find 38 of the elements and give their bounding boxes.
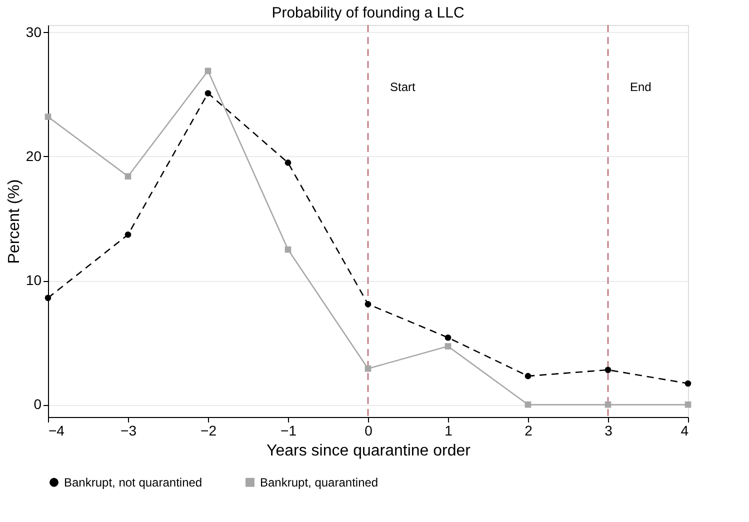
point xyxy=(444,334,452,341)
x-tick-label: −3 xyxy=(120,422,137,438)
point xyxy=(124,231,132,238)
legend-label: Bankrupt, not quarantined xyxy=(64,475,202,490)
y-tick-label: 10 xyxy=(26,272,42,288)
y-tick-label: 30 xyxy=(26,24,42,40)
point xyxy=(44,114,52,120)
point xyxy=(604,401,612,408)
point xyxy=(284,160,292,166)
x-tick-label: 3 xyxy=(604,422,613,438)
x-tick-label: 1 xyxy=(444,422,453,438)
x-tick-label: −4 xyxy=(48,422,65,438)
point xyxy=(684,380,692,387)
legend-label: Bankrupt, quarantined xyxy=(260,475,378,490)
x-tick-label: 0 xyxy=(364,422,373,438)
x-tick-label: 4 xyxy=(680,422,689,438)
x-tick-label: −2 xyxy=(200,422,217,438)
point xyxy=(284,246,292,253)
point xyxy=(524,372,532,380)
x-axis-title: Years since quarantine order xyxy=(266,442,472,460)
chart-title: Probability of founding a LLC xyxy=(272,4,464,22)
point xyxy=(204,90,212,96)
point xyxy=(124,173,132,180)
point xyxy=(364,365,372,372)
y-axis-title: Percent (%) xyxy=(6,179,23,264)
point xyxy=(364,300,372,308)
x-tick-label: 2 xyxy=(524,422,533,438)
ref-line-label: Start xyxy=(390,80,416,94)
point xyxy=(684,401,692,408)
point xyxy=(524,401,532,408)
point xyxy=(44,294,52,302)
point xyxy=(204,68,212,74)
point xyxy=(604,366,612,374)
y-tick-label: 0 xyxy=(34,396,42,412)
point xyxy=(444,343,452,350)
x-tick-label: −1 xyxy=(280,422,297,438)
y-tick-label: 20 xyxy=(26,148,42,164)
ref-line-label: End xyxy=(630,80,652,94)
